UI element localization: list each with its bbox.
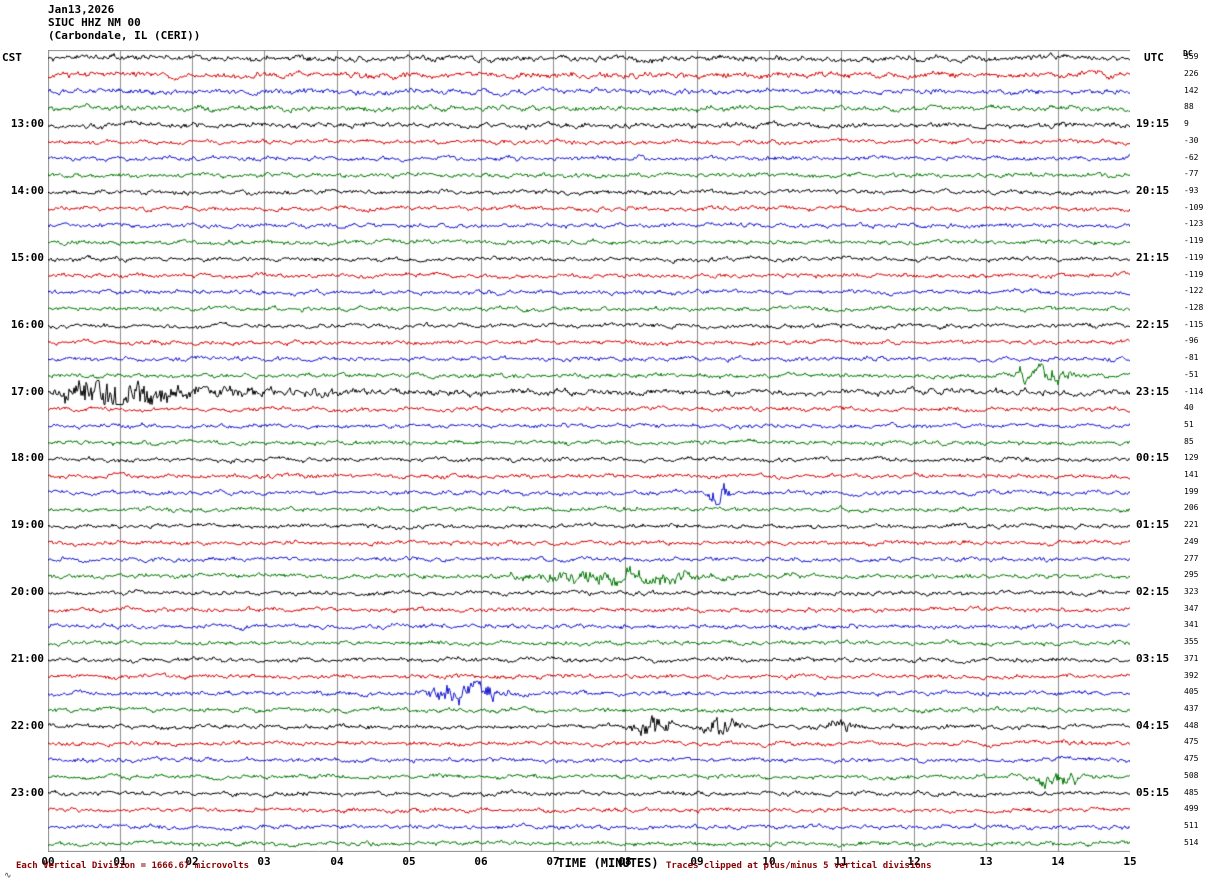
- x-tick-label: 03: [257, 855, 271, 868]
- dc-offset-value: -114: [1184, 387, 1204, 396]
- dc-offset-value: 226: [1184, 69, 1199, 78]
- dc-offset-value: 371: [1184, 654, 1199, 663]
- dc-offset-value: -123: [1184, 219, 1204, 228]
- dc-offset-value: 341: [1184, 620, 1199, 629]
- dc-offset-value: -115: [1184, 320, 1204, 329]
- utc-time-label: 02:15: [1136, 585, 1170, 598]
- x-tick-label: 14: [1051, 855, 1065, 868]
- dc-offset-value: -119: [1184, 270, 1204, 279]
- dc-offset-value: -96: [1184, 336, 1199, 345]
- utc-time-label: 22:15: [1136, 318, 1170, 331]
- utc-time-label: 23:15: [1136, 385, 1170, 398]
- cst-time-label: 21:00: [10, 652, 44, 665]
- dc-offset-value: -77: [1184, 169, 1199, 178]
- cst-axis-label: CST: [2, 51, 22, 64]
- x-tick-label: 06: [474, 855, 488, 868]
- cst-time-label: 16:00: [10, 318, 44, 331]
- dc-offset-value: 437: [1184, 704, 1199, 713]
- dc-offset-value: 359: [1184, 52, 1199, 61]
- dc-offset-value: 199: [1184, 487, 1199, 496]
- dc-offset-value: -119: [1184, 253, 1204, 262]
- trace-canvas: [48, 50, 1130, 852]
- cst-time-label: 14:00: [10, 184, 44, 197]
- utc-time-label: 04:15: [1136, 719, 1170, 732]
- x-tick-label: 00: [41, 855, 55, 868]
- x-tick-label: 12: [907, 855, 921, 868]
- utc-time-label: 01:15: [1136, 518, 1170, 531]
- utc-time-label: 05:15: [1136, 786, 1170, 799]
- cst-time-label: 20:00: [10, 585, 44, 598]
- dc-offset-value: 295: [1184, 570, 1199, 579]
- dc-offset-value: 221: [1184, 520, 1199, 529]
- utc-time-label: 20:15: [1136, 184, 1170, 197]
- title-date: Jan13,2026: [48, 3, 115, 16]
- dc-offset-value: -30: [1184, 136, 1199, 145]
- dc-offset-value: 277: [1184, 554, 1199, 563]
- utc-time-label: 00:15: [1136, 451, 1170, 464]
- title-location: (Carbondale, IL (CERI)): [48, 29, 201, 42]
- dc-offset-value: -109: [1184, 203, 1204, 212]
- cst-time-label: 13:00: [10, 117, 44, 130]
- dc-offset-value: 499: [1184, 804, 1199, 813]
- x-tick-label: 08: [618, 855, 632, 868]
- x-tick-label: 15: [1123, 855, 1137, 868]
- clipping-note: Traces clipped at plus/minus 5 vertical …: [666, 861, 932, 871]
- corner-mark: ∿: [4, 871, 12, 881]
- dc-offset-value: -93: [1184, 186, 1199, 195]
- dc-offset-value: 9: [1184, 119, 1189, 128]
- dc-offset-value: 448: [1184, 721, 1199, 730]
- dc-axis-label: DC: [1183, 49, 1193, 58]
- x-tick-label: 01: [113, 855, 127, 868]
- utc-time-label: 03:15: [1136, 652, 1170, 665]
- cst-time-label: 19:00: [10, 518, 44, 531]
- x-tick-label: 04: [330, 855, 344, 868]
- dc-offset-value: 85: [1184, 437, 1194, 446]
- dc-offset-value: -51: [1184, 370, 1199, 379]
- cst-time-label: 23:00: [10, 786, 44, 799]
- dc-offset-value: 323: [1184, 587, 1199, 596]
- utc-time-label: 21:15: [1136, 251, 1170, 264]
- dc-offset-value: 392: [1184, 671, 1199, 680]
- dc-offset-value: 475: [1184, 737, 1199, 746]
- x-tick-label: 11: [834, 855, 848, 868]
- x-axis-title: TIME (MINUTES): [557, 856, 659, 870]
- utc-axis-label: UTC: [1144, 51, 1164, 64]
- dc-offset-value: 40: [1184, 403, 1194, 412]
- dc-offset-value: 475: [1184, 754, 1199, 763]
- dc-offset-value: 142: [1184, 86, 1199, 95]
- dc-offset-value: 347: [1184, 604, 1199, 613]
- utc-time-label: 19:15: [1136, 117, 1170, 130]
- x-tick-label: 02: [185, 855, 199, 868]
- dc-offset-value: 508: [1184, 771, 1199, 780]
- x-tick-label: 07: [546, 855, 560, 868]
- cst-time-label: 18:00: [10, 451, 44, 464]
- dc-offset-value: 485: [1184, 788, 1199, 797]
- title-station: SIUC HHZ NM 00: [48, 16, 141, 29]
- dc-offset-value: 249: [1184, 537, 1199, 546]
- page-title: Jan13,2026 SIUC HHZ NM 00 (Carbondale, I…: [48, 3, 200, 42]
- dc-offset-value: 88: [1184, 102, 1194, 111]
- dc-offset-value: 129: [1184, 453, 1199, 462]
- dc-offset-value: 51: [1184, 420, 1194, 429]
- dc-offset-value: 514: [1184, 838, 1199, 847]
- dc-offset-value: -122: [1184, 286, 1204, 295]
- dc-offset-value: 206: [1184, 503, 1199, 512]
- dc-offset-value: -119: [1184, 236, 1204, 245]
- x-tick-label: 09: [690, 855, 704, 868]
- cst-time-label: 15:00: [10, 251, 44, 264]
- x-tick-label: 05: [402, 855, 416, 868]
- x-tick-label: 13: [979, 855, 993, 868]
- dc-offset-value: -62: [1184, 153, 1199, 162]
- dc-offset-value: 511: [1184, 821, 1199, 830]
- dc-offset-value: -128: [1184, 303, 1204, 312]
- dc-offset-value: -81: [1184, 353, 1199, 362]
- dc-offset-value: 141: [1184, 470, 1199, 479]
- cst-time-label: 17:00: [10, 385, 44, 398]
- dc-offset-value: 405: [1184, 687, 1199, 696]
- cst-time-label: 22:00: [10, 719, 44, 732]
- dc-offset-value: 355: [1184, 637, 1199, 646]
- vertical-division-note: Each Vertical Division = 1666.67 microvo…: [16, 861, 249, 871]
- x-tick-label: 10: [762, 855, 776, 868]
